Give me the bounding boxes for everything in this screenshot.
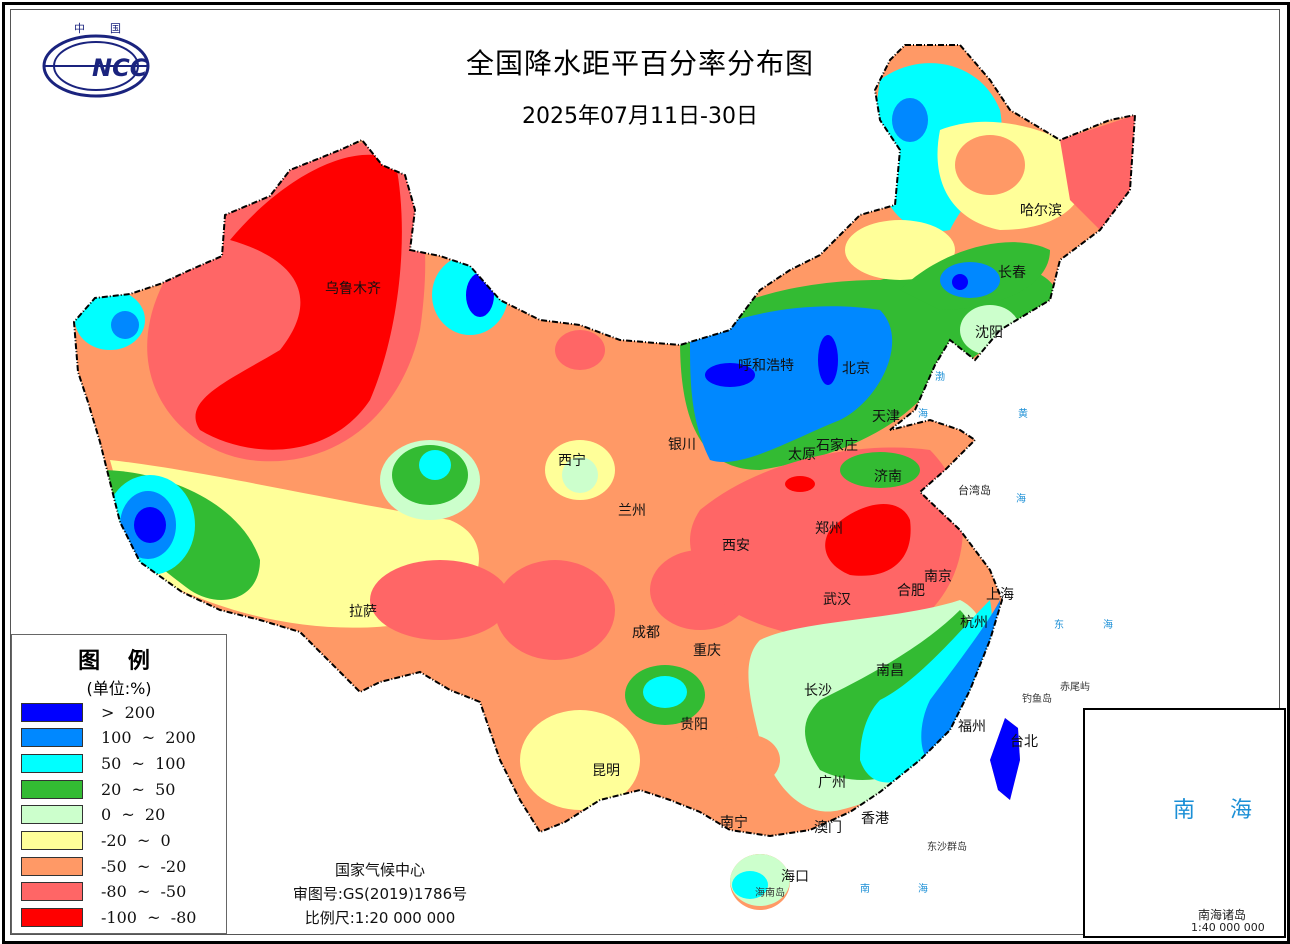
city-label: 重庆 — [693, 643, 721, 659]
yellow-sea-label: 黄 — [1018, 409, 1028, 420]
chiwei-label: 赤尾屿 — [1060, 682, 1090, 693]
diaoyu-label: 钓鱼岛 — [1022, 694, 1052, 705]
bohai-label: 海 — [918, 409, 928, 420]
city-label: 呼和浩特 — [738, 358, 794, 374]
legend-item: -100 ~ -80 — [21, 908, 196, 928]
city-label: 长沙 — [804, 683, 832, 699]
city-label: 乌鲁木齐 — [325, 281, 381, 297]
legend-swatch — [21, 805, 83, 825]
legend-label: -50 ~ -20 — [101, 856, 187, 876]
dongsha-label: 东沙群岛 — [927, 842, 967, 853]
legend-item: 50 ~ 100 — [21, 753, 186, 773]
city-label: 哈尔滨 — [1020, 203, 1062, 219]
city-label: 西安 — [722, 538, 750, 554]
svg-text:中: 中 — [74, 22, 85, 35]
south-sea-label: 南 — [860, 884, 870, 895]
legend-label: 0 ~ 20 — [101, 805, 166, 825]
south-china-sea-inset: 南 海 南海诸岛 1:40 000 000 — [1083, 708, 1286, 938]
city-label: 石家庄 — [816, 438, 858, 454]
legend-label: 50 ~ 100 — [101, 753, 186, 773]
legend-item: 100 ~ 200 — [21, 728, 196, 748]
legend-label: 20 ~ 50 — [101, 779, 176, 799]
legend-swatch — [21, 908, 83, 928]
map-approval-number: 审图号:GS(2019)1786号 — [292, 885, 468, 903]
city-label: 台北 — [1010, 734, 1038, 750]
inset-scale: 1:40 000 000 — [1191, 921, 1265, 934]
legend-label: -80 ~ -50 — [101, 882, 187, 902]
legend-swatch — [21, 882, 83, 902]
legend-item: -20 ~ 0 — [21, 831, 171, 851]
city-label: 南京 — [924, 569, 952, 585]
east-sea-label: 东 — [1054, 620, 1064, 631]
city-label: 太原 — [788, 447, 816, 463]
city-label: 杭州 — [960, 615, 988, 631]
svg-text:NCC: NCC — [92, 54, 148, 82]
legend-swatch — [21, 779, 83, 799]
city-label: 广州 — [818, 775, 846, 791]
city-label: 沈阳 — [975, 325, 1003, 341]
city-label: 上海 — [986, 587, 1014, 603]
city-label: 郑州 — [815, 521, 843, 537]
city-label: 拉萨 — [349, 604, 377, 620]
legend-label: > 200 — [101, 702, 156, 722]
bohai-label: 渤 — [935, 372, 945, 383]
city-label: 兰州 — [618, 503, 646, 519]
legend-swatch — [21, 702, 83, 722]
inset-name: 南海诸岛 — [1198, 908, 1247, 922]
east-sea-label: 海 — [1103, 620, 1113, 631]
legend-item: -50 ~ -20 — [21, 856, 186, 876]
legend-unit: (单位:%) — [86, 679, 152, 698]
hainan-label: 海南岛 — [755, 888, 785, 899]
city-label: 北京 — [842, 361, 870, 377]
city-label: 贵阳 — [680, 717, 708, 733]
yellow-sea-label: 海 — [1016, 494, 1026, 505]
legend-title: 图 例 — [78, 649, 160, 674]
legend-swatch — [21, 831, 83, 850]
city-label: 合肥 — [897, 583, 925, 599]
legend: 图 例 (单位:%) > 200 100 ~ 200 50 ~ 100 20 ~ 50… — [11, 634, 227, 934]
city-label: 武汉 — [823, 592, 851, 608]
legend-item: > 200 — [21, 702, 155, 722]
city-label: 澳门 — [814, 820, 842, 836]
inner-frame — [10, 9, 1280, 935]
svg-text:国: 国 — [110, 22, 121, 35]
city-label: 福州 — [958, 719, 986, 735]
city-label: 济南 — [874, 469, 902, 485]
taiwan-label: 台湾岛 — [958, 484, 991, 497]
legend-swatch — [21, 728, 83, 748]
city-label: 天津 — [872, 409, 900, 425]
city-label: 成都 — [632, 625, 660, 641]
city-label: 银川 — [668, 437, 696, 453]
map-scale: 比例尺:1:20 000 000 — [304, 909, 456, 927]
legend-item: -80 ~ -50 — [21, 882, 186, 902]
city-label: 南昌 — [876, 663, 904, 679]
legend-item: 0 ~ 20 — [21, 805, 165, 825]
map-title: 全国降水距平百分率分布图 — [465, 47, 814, 80]
legend-swatch — [21, 753, 83, 773]
credits: 国家气候中心 审图号:GS(2019)1786号 比例尺:1:20 000 00… — [265, 858, 495, 930]
city-label: 昆明 — [592, 763, 620, 779]
map-date-range: 2025年07月11日-30日 — [522, 104, 758, 129]
legend-label: 100 ~ 200 — [101, 728, 196, 748]
city-label: 长春 — [998, 265, 1026, 281]
agency-name: 国家气候中心 — [334, 861, 425, 879]
inset-sea-label: 南 海 — [1173, 798, 1266, 823]
legend-label: -20 ~ 0 — [101, 831, 171, 850]
city-label: 西宁 — [558, 453, 586, 469]
city-label: 南宁 — [720, 815, 748, 831]
ncc-logo: 中 国 NCC — [42, 22, 150, 98]
legend-item: 20 ~ 50 — [21, 779, 175, 799]
legend-swatch — [21, 856, 83, 876]
city-label: 香港 — [861, 811, 889, 827]
city-label: 海口 — [781, 869, 809, 885]
south-sea-label: 海 — [918, 884, 928, 895]
legend-label: -100 ~ -80 — [101, 908, 197, 928]
